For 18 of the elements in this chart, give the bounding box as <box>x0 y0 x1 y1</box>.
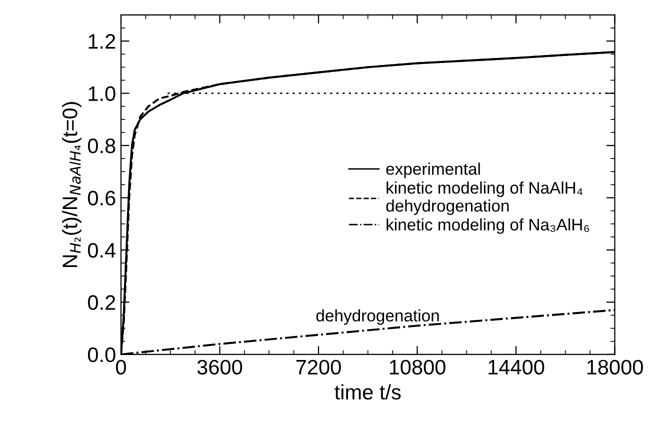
x-tick-label: 14400 <box>488 360 544 375</box>
y-tick-label: 1.2 <box>88 34 116 49</box>
x-tick-label: 0 <box>116 360 126 375</box>
y-tick-label: 0.4 <box>88 242 116 258</box>
x-axis-title: time t/s <box>334 384 401 400</box>
legend-label: kinetic modeling of Na₃AlH₆ <box>386 218 589 234</box>
x-tick-label: 10800 <box>390 360 446 375</box>
y-axis-title: N$_{H₂}$(t)/N$_{NaAlH₄}$(t=0) <box>62 102 82 268</box>
x-tick-label: 3600 <box>197 360 242 375</box>
y-tick-label: 0.0 <box>88 347 116 362</box>
y-tick-label: 0.2 <box>88 295 116 310</box>
legend-label: experimental <box>386 162 480 178</box>
x-tick-label: 7200 <box>296 360 341 375</box>
annotation: dehydrogenation <box>316 309 439 325</box>
x-tick-label: 18000 <box>587 360 643 375</box>
y-tick-label: 1.0 <box>88 86 116 102</box>
y-tick-label: 0.6 <box>88 190 116 206</box>
y-tick-label: 0.8 <box>88 138 116 154</box>
